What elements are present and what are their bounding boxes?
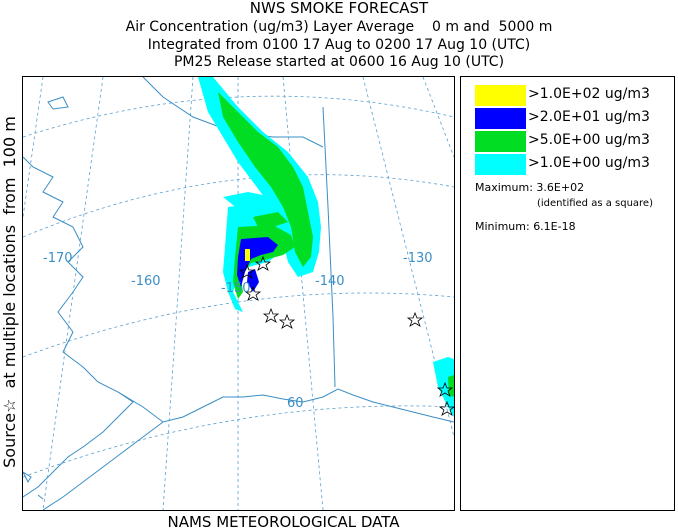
longitude-label: -130 (403, 251, 433, 266)
parallel-line (23, 405, 454, 478)
meridian-line (422, 77, 454, 158)
maximum-label: Maximum: (475, 181, 533, 194)
legend-label: >1.0E+00 ug/m3 (528, 155, 650, 171)
concentration-level-4 (245, 249, 250, 261)
plume-cyan-east-fringe (223, 192, 283, 209)
latitude-label: 60 (287, 396, 304, 411)
maximum-value: 3.6E+02 (536, 181, 585, 194)
legend-swatch (475, 154, 526, 175)
plume-green-southeast (448, 375, 454, 397)
longitude-label: -150 (221, 281, 251, 296)
plume-blue-south (247, 269, 259, 292)
source-location-label: Source☆ at multiple locations from 100 m (0, 116, 19, 468)
legend-minimum-row: Minimum: 6.1E-18 (475, 220, 576, 233)
subtitle-concentration: Air Concentration (ug/m3) Layer Average … (125, 19, 553, 35)
subtitle-integration-period: Integrated from 0100 17 Aug to 0200 17 A… (147, 37, 531, 53)
source-star-icon (406, 311, 424, 327)
longitude-label: -170 (43, 251, 73, 266)
source-star-icon (438, 400, 454, 416)
legend-item: >1.0E+02 ug/m3 (475, 85, 665, 106)
legend-item: >5.0E+00 ug/m3 (475, 131, 665, 152)
alaska-coastline (23, 156, 134, 498)
legend-item: >2.0E+01 ug/m3 (475, 108, 665, 129)
longitude-label: -160 (131, 274, 161, 289)
maximum-note: (identified as a square) (537, 198, 653, 209)
meridian-line (42, 77, 104, 510)
legend-swatch (475, 85, 526, 106)
parallel-line (23, 95, 454, 138)
meridian-line (162, 77, 194, 510)
source-star-icon (254, 255, 272, 271)
fire-source-markers (238, 255, 454, 416)
minimum-label: Minimum: (475, 220, 530, 233)
legend-swatch (475, 108, 526, 129)
legend-item: >1.0E+00 ug/m3 (475, 154, 665, 175)
plume-yellow-max (245, 249, 250, 261)
plume-cyan-speck (296, 270, 302, 276)
st-lawrence-island (47, 96, 69, 110)
alaska-peninsula (42, 421, 164, 510)
plume-green-east (253, 212, 288, 227)
aleutian-islands (23, 471, 44, 500)
plume-green-north (218, 92, 313, 267)
parallel-line (23, 292, 454, 358)
plume-cyan-north (198, 77, 321, 277)
alaska-south-coast (117, 388, 454, 423)
minimum-value: 6.1E-18 (533, 220, 576, 233)
legend-label: >2.0E+01 ug/m3 (528, 109, 650, 125)
map-canvas: -170 -160 -150 -140 -130 60 (23, 77, 454, 510)
source-star-icon (278, 313, 296, 329)
canada-border (322, 106, 336, 388)
source-star-icon (262, 307, 280, 323)
legend-swatch (475, 131, 526, 152)
data-source-footer: NAMS METEOROLOGICAL DATA (167, 513, 400, 531)
meridian-line (23, 77, 44, 218)
source-star-icon (244, 285, 262, 301)
meridian-line (282, 77, 324, 510)
legend-maximum-row: Maximum: 3.6E+02 (475, 181, 584, 194)
legend-label: >1.0E+02 ug/m3 (528, 86, 650, 102)
legend-label: >5.0E+00 ug/m3 (528, 132, 650, 148)
legend-panel: >1.0E+02 ug/m3 >2.0E+01 ug/m3 >5.0E+00 u… (460, 76, 675, 511)
source-star-icon (436, 381, 454, 397)
meridian-line (362, 77, 454, 438)
subtitle-release-start: PM25 Release started at 0600 16 Aug 10 (… (173, 54, 505, 70)
longitude-label: -140 (315, 274, 345, 289)
source-star-icon (238, 263, 256, 279)
map-title: NWS SMOKE FORECAST (249, 0, 429, 17)
smoke-forecast-map: -170 -160 -150 -140 -130 60 (22, 76, 455, 511)
